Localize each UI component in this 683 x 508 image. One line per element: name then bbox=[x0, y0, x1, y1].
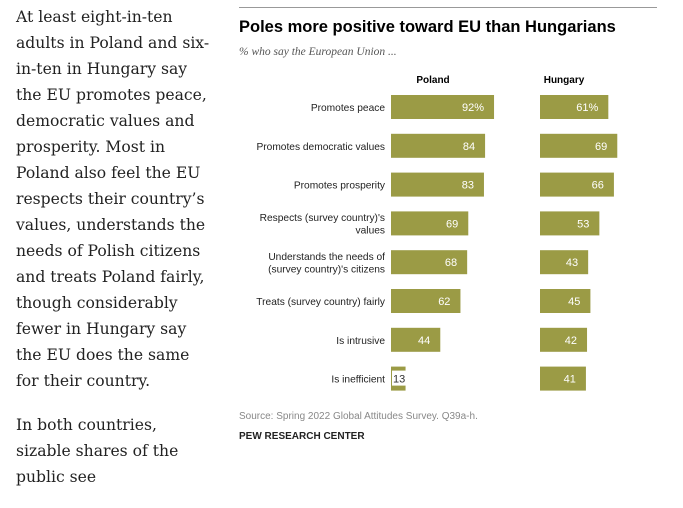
chart-title: Poles more positive toward EU than Hunga… bbox=[239, 18, 616, 36]
bar-poland bbox=[391, 133, 486, 158]
bar-value-label: 84 bbox=[463, 141, 475, 153]
chart-figure: Poles more positive toward EU than Hunga… bbox=[239, 0, 657, 460]
bar-value-label: 45 bbox=[568, 296, 580, 308]
bar-value-label: 42 bbox=[565, 335, 577, 347]
figure-top-rule bbox=[239, 7, 657, 8]
article-text: At least eight-in-ten adults in Poland a… bbox=[16, 4, 216, 508]
series-header: Poland bbox=[416, 75, 449, 86]
series-header: Hungary bbox=[544, 75, 585, 86]
category-label: Promotes peace bbox=[311, 103, 386, 114]
chart-source-note: Source: Spring 2022 Global Attitudes Sur… bbox=[239, 411, 478, 422]
category-label: Understands the needs of bbox=[268, 252, 385, 263]
bar-hungary bbox=[540, 133, 618, 158]
category-label: Promotes democratic values bbox=[256, 142, 385, 153]
bar-hungary bbox=[540, 327, 588, 352]
article-paragraph: In both countries, sizable shares of the… bbox=[16, 416, 179, 486]
bar-hungary bbox=[540, 95, 609, 119]
category-label: Is inefficient bbox=[331, 375, 385, 386]
bar-value-label: 92% bbox=[462, 102, 484, 114]
chart-credit: PEW RESEARCH CENTER bbox=[239, 431, 365, 442]
bar-hungary bbox=[540, 289, 591, 313]
bar-poland bbox=[391, 172, 484, 197]
bar-value-label: 69 bbox=[446, 218, 458, 230]
category-label: Respects (survey country)'s bbox=[260, 213, 385, 224]
bar-hungary bbox=[540, 250, 589, 275]
category-label: Treats (survey country) fairly bbox=[256, 297, 386, 308]
category-label: (survey country)'s citizens bbox=[268, 264, 385, 275]
bar-poland bbox=[391, 95, 495, 119]
bar-poland bbox=[391, 327, 441, 352]
bar-value-label: 68 bbox=[445, 257, 457, 269]
bar-value-label: 61% bbox=[576, 102, 598, 114]
bar-value-label: 69 bbox=[595, 141, 607, 153]
bar-chart: Poland Hungary Promotes peace Promotes demo… bbox=[256, 75, 618, 391]
bar-poland bbox=[391, 250, 468, 275]
bar-value-label: 44 bbox=[418, 335, 430, 347]
bar-hungary bbox=[540, 211, 600, 236]
category-label: Is intrusive bbox=[336, 336, 385, 347]
bar-value-label: 62 bbox=[438, 296, 450, 308]
bar-value-label: 43 bbox=[566, 257, 578, 269]
bar-poland bbox=[391, 289, 461, 313]
bar-value-label: 41 bbox=[564, 374, 576, 386]
category-label: Promotes prosperity bbox=[294, 181, 386, 192]
bar-value-label: 83 bbox=[462, 180, 474, 192]
bar-value-label: 53 bbox=[577, 218, 589, 230]
bar-hungary bbox=[540, 172, 614, 197]
bar-hungary bbox=[540, 366, 586, 391]
chart-subtitle: % who say the European Union ... bbox=[239, 46, 397, 58]
category-label: values bbox=[356, 226, 385, 237]
bar-value-label: 13 bbox=[393, 374, 405, 386]
bar-value-label-bg bbox=[392, 370, 408, 386]
bar-value-label: 66 bbox=[592, 180, 604, 192]
article-paragraph: At least eight-in-ten adults in Poland a… bbox=[16, 8, 210, 390]
bar-poland bbox=[391, 211, 469, 236]
